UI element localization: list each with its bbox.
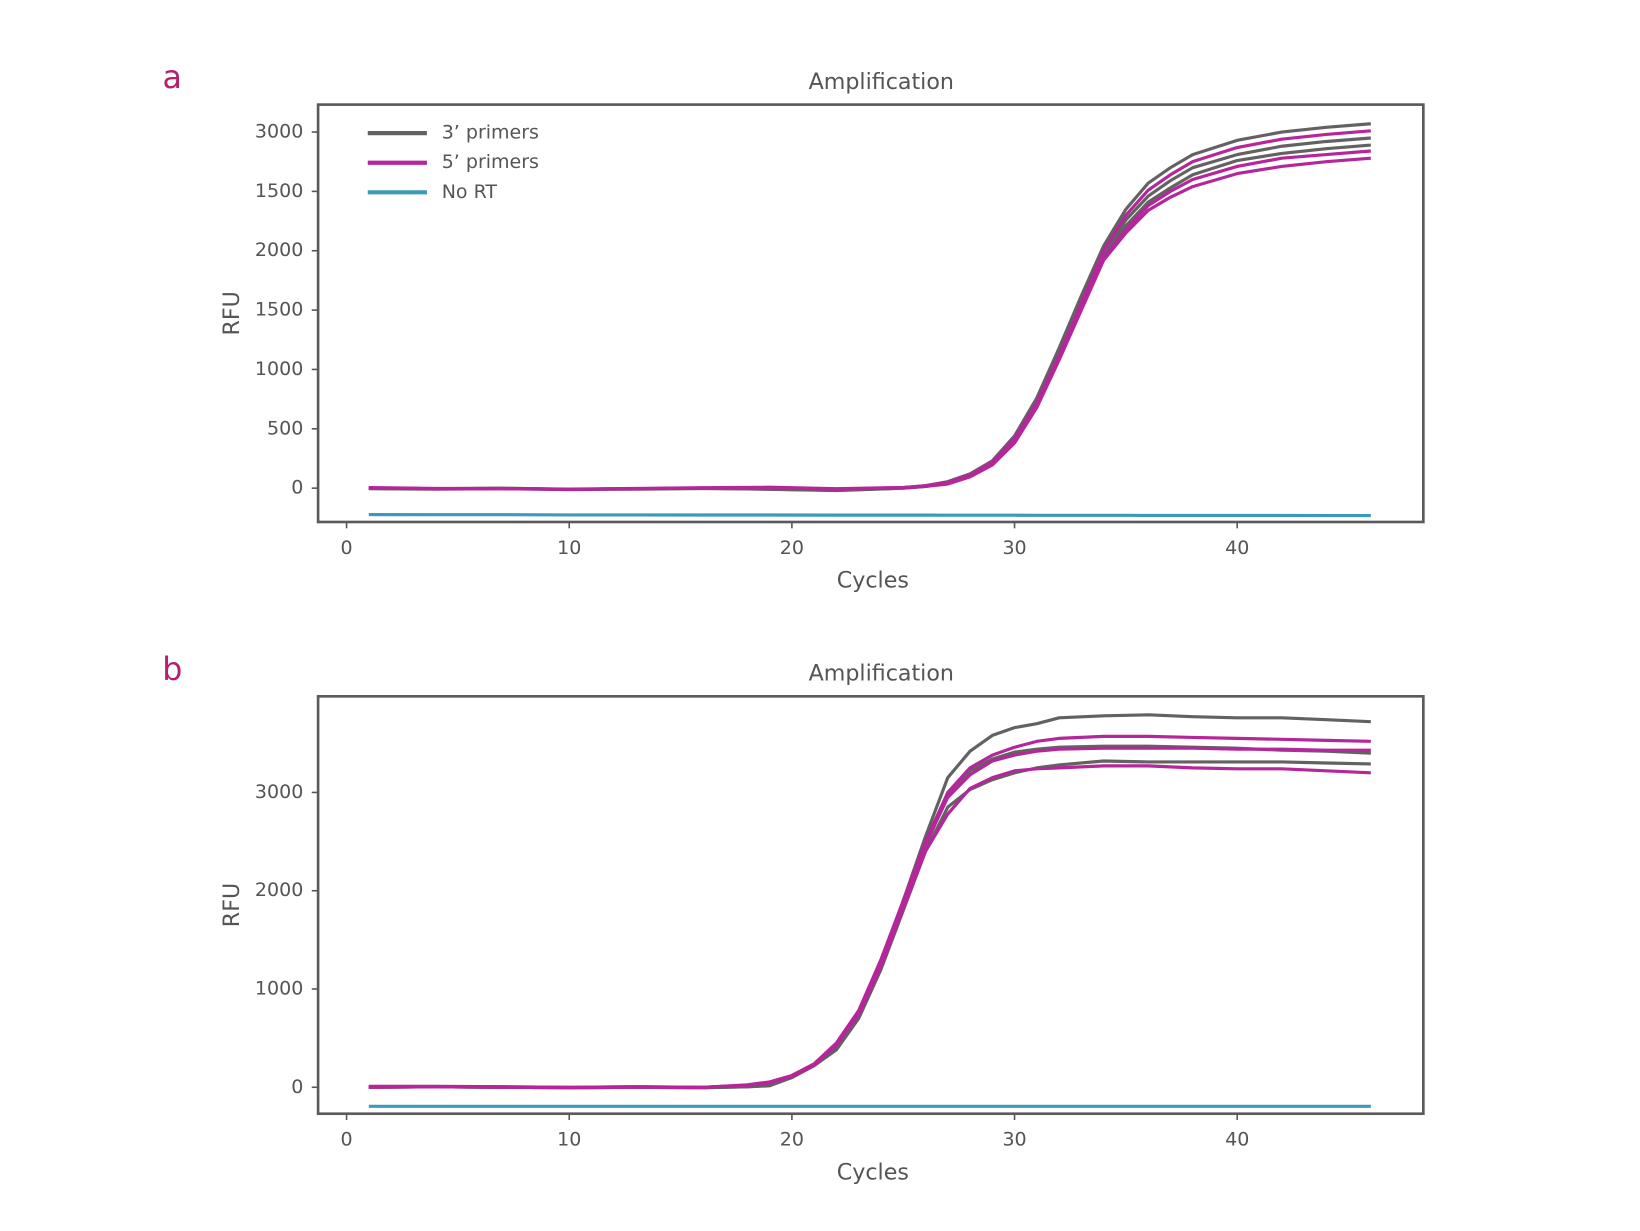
x-tick-label: 20 [780, 1129, 804, 1151]
y-tick-label: 1500 [255, 180, 303, 202]
curve [368, 713, 1371, 1090]
x-axis-label: Cycles [837, 568, 909, 594]
legend-label: 3’ primers [442, 122, 539, 144]
plot-frame [316, 695, 1425, 1116]
y-axis-label: RFU [219, 291, 245, 335]
legend-label: No RT [442, 181, 498, 203]
y-tick-label: 0 [291, 1076, 303, 1098]
chart-title: Amplification [809, 69, 954, 95]
y-tick-label: 1000 [255, 977, 303, 999]
curve [368, 149, 1371, 491]
x-tick-label: 30 [1002, 537, 1026, 559]
curve [368, 156, 1371, 491]
curve [368, 746, 1371, 1089]
y-tick-label: 2000 [255, 879, 303, 901]
x-tick-label: 40 [1225, 1129, 1249, 1151]
chart-title: Amplification [809, 661, 954, 687]
x-tick-label: 30 [1002, 1129, 1026, 1151]
y-tick-label: 2000 [255, 239, 303, 261]
x-tick-label: 0 [341, 1129, 353, 1151]
curve [368, 764, 1371, 1090]
curve [368, 744, 1371, 1090]
y-tick-label: 3000 [255, 121, 303, 143]
x-tick-label: 10 [557, 1129, 581, 1151]
curve [368, 136, 1371, 493]
curve [368, 129, 1371, 491]
y-tick-label: 1500 [255, 299, 303, 321]
x-tick-label: 10 [557, 537, 581, 559]
y-axis-label: RFU [219, 883, 245, 927]
curve [368, 143, 1371, 492]
x-tick-label: 40 [1225, 537, 1249, 559]
y-tick-label: 1000 [255, 358, 303, 380]
plot-frame [316, 103, 1425, 524]
panel-label: a [163, 60, 182, 96]
y-tick-label: 500 [267, 417, 303, 439]
x-tick-label: 0 [341, 537, 353, 559]
panel-label: b [162, 652, 182, 688]
curve [368, 513, 1371, 518]
curve [368, 759, 1371, 1090]
legend-label: 5’ primers [442, 151, 539, 173]
x-axis-label: Cycles [837, 1159, 909, 1185]
curve [368, 734, 1371, 1089]
y-tick-label: 0 [291, 477, 303, 499]
x-tick-label: 20 [780, 537, 804, 559]
y-tick-label: 3000 [255, 781, 303, 803]
